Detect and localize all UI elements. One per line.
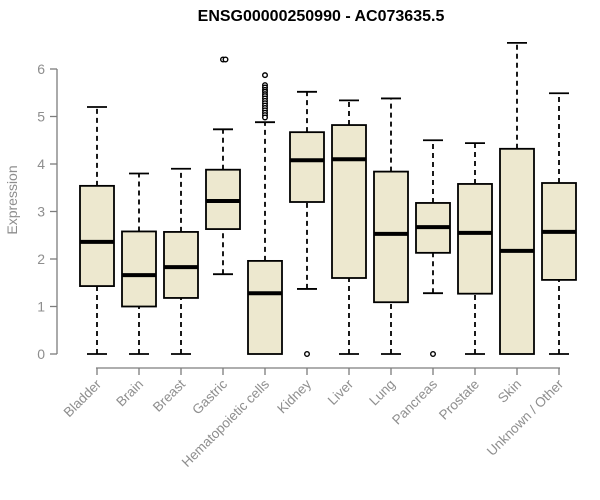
x-tick-label: Bladder [61, 376, 105, 420]
x-tick-label: Lung [366, 377, 398, 409]
box-iqr [331, 124, 367, 279]
x-tick-label: Liver [325, 376, 357, 408]
outlier-point [304, 351, 311, 358]
box-iqr [373, 170, 409, 304]
outlier-point [430, 351, 437, 358]
x-tick-label: Prostate [436, 377, 482, 423]
y-tick-label: 4 [37, 156, 45, 172]
outlier-point [222, 56, 229, 63]
x-tick-label: Gastric [189, 376, 230, 417]
outlier-point [262, 72, 269, 79]
x-tick-label: Skin [495, 377, 524, 406]
box-iqr [247, 259, 283, 355]
chart-title: ENSG00000250990 - AC073635.5 [197, 8, 445, 25]
box-iqr [457, 183, 493, 295]
outlier-point [262, 114, 269, 121]
x-tick-label: Kidney [274, 376, 314, 416]
x-tick-label: Breast [150, 376, 188, 414]
y-tick-label: 6 [37, 61, 45, 77]
box-iqr [79, 184, 115, 287]
y-tick-label: 5 [37, 109, 45, 125]
y-tick-label: 2 [37, 251, 45, 267]
box-iqr [163, 231, 199, 299]
box-iqr [121, 230, 157, 308]
x-tick-label: Unknown / Other [484, 376, 567, 459]
y-tick-label: 0 [37, 346, 45, 362]
y-tick-label: 1 [37, 299, 45, 315]
x-tick-label: Pancreas [389, 376, 440, 427]
box-iqr [289, 131, 325, 203]
y-tick-label: 3 [37, 204, 45, 220]
x-tick-label: Brain [113, 377, 146, 410]
